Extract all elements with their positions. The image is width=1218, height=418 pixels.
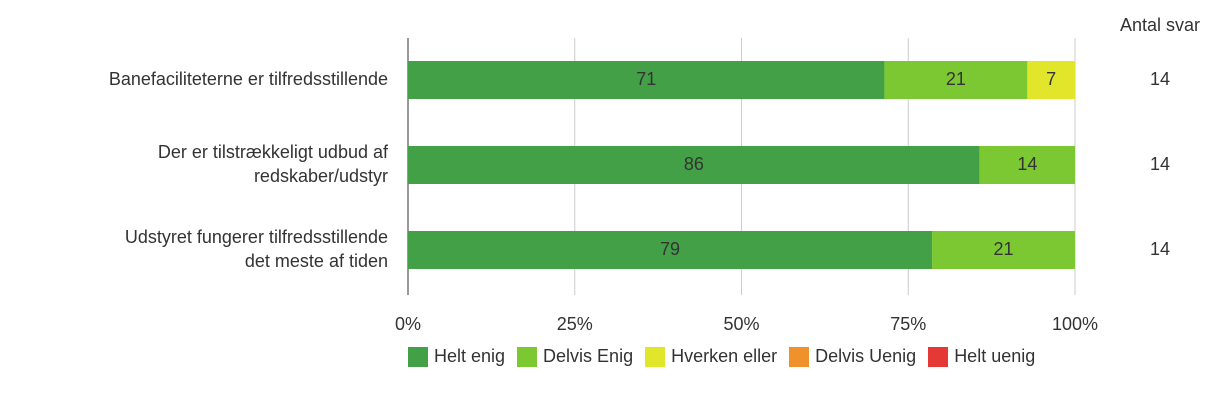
- bar-segment: [1027, 61, 1075, 99]
- legend-swatch: [928, 346, 949, 367]
- legend-label: Delvis Uenig: [815, 346, 917, 366]
- legend-label: Helt enig: [434, 346, 506, 366]
- x-tick-label: 25%: [557, 314, 593, 334]
- x-tick-label: 0%: [395, 314, 421, 334]
- bar-segment: [408, 146, 980, 184]
- count-value: 14: [1150, 239, 1170, 259]
- bar-segment: [932, 231, 1075, 269]
- count-value: 14: [1150, 69, 1170, 89]
- legend-item: Helt uenig: [928, 346, 1035, 367]
- legend-item: Delvis Enig: [517, 346, 633, 367]
- data-label: 86: [684, 154, 704, 174]
- legend-swatch: [517, 346, 538, 367]
- legend-label: Helt uenig: [954, 346, 1036, 366]
- count-title: Antal svar: [1120, 15, 1200, 35]
- legend-item: Delvis Uenig: [789, 346, 916, 367]
- data-label: 71: [636, 69, 656, 89]
- legend-label: Delvis Enig: [543, 346, 634, 366]
- legend-swatch: [408, 346, 428, 367]
- legend-swatch: [645, 346, 666, 367]
- bar-segment: [408, 61, 885, 99]
- x-tick-label: 75%: [890, 314, 926, 334]
- data-label: 21: [946, 69, 966, 89]
- data-label: 79: [660, 239, 680, 259]
- bar-segment: [884, 61, 1028, 99]
- legend: Helt enig Delvis Enig Hverken eller Delvis …: [408, 346, 1088, 367]
- legend-item: Helt enig: [408, 346, 505, 367]
- data-label: 14: [1017, 154, 1037, 174]
- legend-item: Hverken eller: [645, 346, 777, 367]
- data-label: 7: [1046, 69, 1056, 89]
- category-label: Udstyret fungerer tilfredsstillende det m…: [125, 227, 388, 271]
- count-value: 14: [1150, 154, 1170, 174]
- bar-segment: [979, 146, 1075, 184]
- bar-segment: [408, 231, 933, 269]
- data-label: 21: [994, 239, 1014, 259]
- x-tick-label: 50%: [723, 314, 759, 334]
- legend-label: Hverken eller: [671, 346, 778, 366]
- category-label: Der er tilstrækkeligt udbud af redskaber/…: [158, 142, 389, 186]
- legend-swatch: [789, 346, 810, 367]
- category-label: Banefaciliteterne er tilfredsstillende: [109, 69, 388, 89]
- x-tick-label: 100%: [1052, 314, 1098, 334]
